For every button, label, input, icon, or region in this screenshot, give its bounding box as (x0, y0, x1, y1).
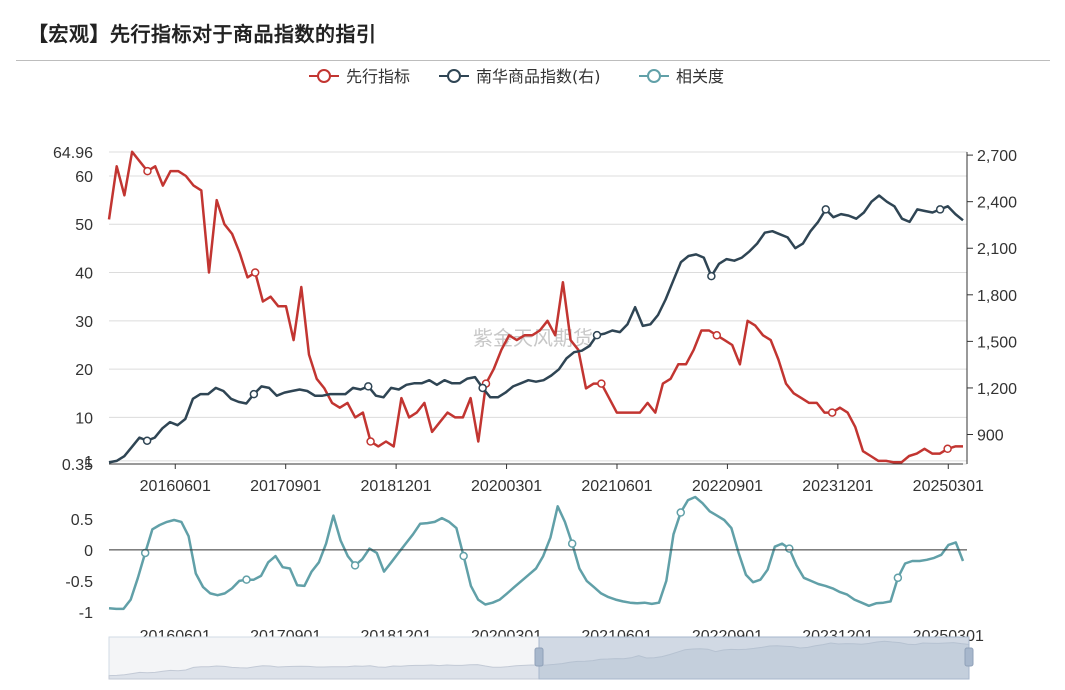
left-tick-label: 30 (75, 314, 93, 331)
series-point-0 (597, 379, 606, 388)
left-tick-label: 60 (75, 169, 93, 186)
left-tick-label: 64.96 (53, 145, 93, 162)
right-tick-label: 1,800 (977, 288, 1017, 305)
series-point-1 (249, 389, 259, 399)
left-tick-label: 50 (75, 217, 93, 234)
right-tick-label: 2,400 (977, 195, 1017, 212)
right-tick-label: 2,700 (977, 148, 1017, 165)
title-divider (16, 60, 1050, 61)
upper-x-tick-label: 20160601 (140, 478, 211, 495)
series-point-2 (893, 573, 903, 583)
left-tick-label: 40 (75, 266, 93, 283)
watermark-text: 紫金天风期货 (473, 326, 593, 350)
right-tick-label: 1,500 (977, 334, 1017, 351)
left-tick-label: 1 (84, 454, 93, 471)
left-axis-ticks: 0.351 10 20 30 40 50 60 64.96 (53, 145, 93, 474)
right-axis: 900 1,200 1,500 1,800 2,100 2,400 2,700 (966, 148, 1017, 464)
series-point-2 (676, 508, 685, 517)
datazoom-slider[interactable] (108, 636, 974, 680)
upper-x-axis-ticks: 20160601 20170901 20181201 20200301 20210601… (109, 463, 984, 495)
left-tick-label: 20 (75, 362, 93, 379)
series-point-1 (364, 382, 373, 391)
left-tick-label: 0.35 (62, 457, 93, 474)
lower-tick-label: 0 (84, 543, 93, 560)
upper-x-tick-label: 20170901 (250, 478, 321, 495)
upper-x-tick-label: 20231201 (802, 478, 873, 495)
series-point-2 (459, 551, 468, 561)
series-point-2 (242, 575, 251, 584)
series-point-2 (567, 539, 577, 548)
series-point-1 (592, 330, 602, 340)
series-point-0 (143, 166, 152, 176)
legend[interactable]: 先行指标 南华商品指数(右) 相关度 (309, 67, 724, 86)
series-point-0 (827, 408, 837, 417)
upper-x-tick-label: 20181201 (361, 478, 432, 495)
series-lines (107, 150, 965, 611)
slider-left-handle (534, 647, 544, 667)
lower-tick-label: -0.5 (65, 574, 93, 591)
left-tick-label: 10 (75, 410, 93, 427)
series-line-2 (108, 495, 965, 611)
lower-axis: -1 -0.5 0 0.5 (65, 512, 967, 622)
legend-label-0: 先行指标 (346, 67, 410, 86)
slider-selected-range (538, 636, 970, 680)
series-point-0 (943, 444, 952, 454)
chart-title: 【宏观】先行指标对于商品指数的指引 (28, 22, 377, 46)
series-point-2 (140, 548, 150, 558)
right-tick-label: 900 (977, 428, 1004, 445)
right-tick-label: 2,100 (977, 241, 1017, 258)
series-line-0 (107, 150, 963, 464)
series-point-0 (712, 331, 722, 340)
series-point-2 (785, 544, 794, 553)
series-point-1 (707, 271, 716, 281)
upper-x-tick-label: 20200301 (471, 478, 542, 495)
right-tick-label: 1,200 (977, 381, 1017, 398)
legend-label-2: 相关度 (676, 67, 724, 86)
series-point-2 (350, 561, 360, 570)
lower-tick-label: 0.5 (71, 512, 93, 529)
series-point-0 (366, 437, 375, 446)
series-point-0 (250, 268, 260, 277)
legend-label-1: 南华商品指数(右) (476, 67, 601, 86)
upper-x-tick-label: 20220901 (692, 478, 763, 495)
series-point-1 (935, 205, 945, 214)
slider-right-handle (964, 647, 974, 667)
legend-marker-1 (447, 69, 461, 83)
legend-marker-2 (647, 69, 661, 83)
upper-gridlines (109, 151, 967, 465)
series-point-1 (478, 383, 487, 393)
lower-tick-label: -1 (79, 605, 93, 622)
legend-marker-0 (317, 69, 331, 83)
upper-x-tick-label: 20250301 (913, 478, 984, 495)
series-point-1 (142, 436, 152, 445)
series-point-1 (821, 205, 830, 214)
upper-x-tick-label: 20210601 (581, 478, 652, 495)
